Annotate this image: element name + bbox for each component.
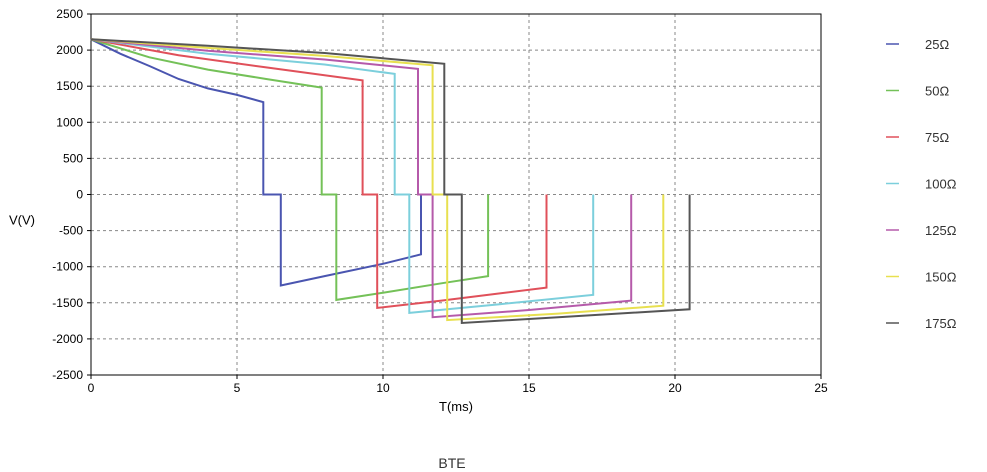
y-tick-label: -1000: [52, 260, 83, 274]
x-tick-label: 0: [88, 381, 95, 395]
legend-entry: 25Ω: [925, 37, 949, 52]
y-tick-label: 2000: [56, 43, 83, 57]
series-line: [90, 38, 548, 310]
x-tick-label: 5: [234, 381, 241, 395]
series-line: [90, 38, 422, 287]
legend-entry: 50Ω: [925, 84, 949, 99]
legend-entry: 150Ω: [925, 270, 957, 285]
series-line: [90, 38, 665, 322]
legend: 25Ω 50Ω 75Ω 100Ω 125Ω 150Ω 175Ω: [886, 37, 957, 331]
x-axis-label: T(ms): [439, 399, 473, 414]
y-tick-label: 0: [76, 188, 83, 202]
y-tick-label: 1000: [56, 115, 83, 129]
legend-entry: 100Ω: [925, 177, 957, 192]
y-tick-label: -2000: [52, 332, 83, 346]
y-tick-label: -1500: [52, 296, 83, 310]
x-tick-label: 15: [522, 381, 536, 395]
legend-entry: 75Ω: [925, 130, 949, 145]
series-line: [90, 38, 633, 319]
axis-ticks: 0 5 10 15 20 25 2500 2000 1500 1000 500 0 -500 -1000 -…: [52, 7, 828, 395]
y-tick-label: -500: [59, 224, 83, 238]
y-tick-label: 1500: [56, 79, 83, 93]
series-line: [90, 38, 691, 325]
x-tick-label: 25: [814, 381, 828, 395]
y-tick-label: -2500: [52, 368, 83, 382]
grid: [91, 14, 821, 375]
y-tick-label: 500: [63, 151, 83, 165]
series-line: [90, 38, 490, 302]
y-tick-label: 2500: [56, 7, 83, 21]
x-tick-label: 10: [376, 381, 390, 395]
y-axis-label: V(V): [9, 213, 35, 228]
legend-entry: 175Ω: [925, 316, 957, 331]
legend-entry: 125Ω: [925, 223, 957, 238]
x-tick-label: 20: [668, 381, 682, 395]
series-line: [90, 38, 595, 315]
chart-caption: BTE: [438, 455, 465, 471]
series-lines: [90, 38, 691, 325]
